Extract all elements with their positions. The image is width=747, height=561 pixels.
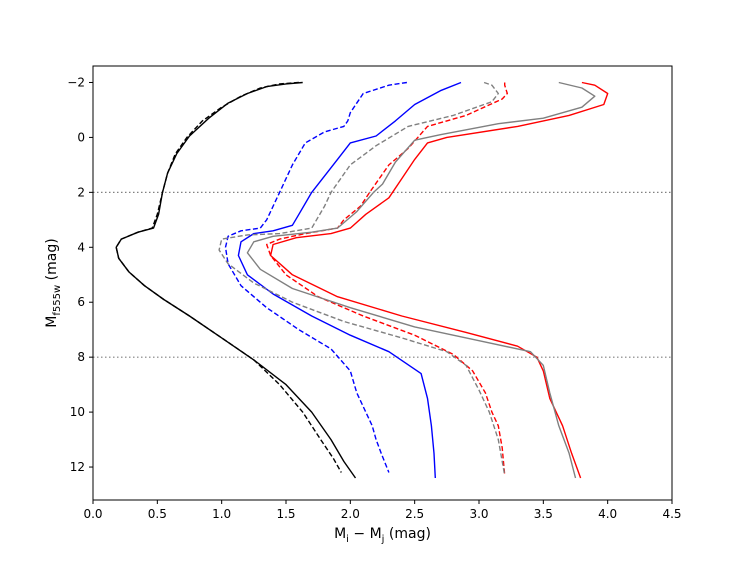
y-axis: −2 0 2 4 6 8 10 12 [67,75,93,474]
series-line-6 [246,81,596,479]
x-axis-label: Mi − Mj (mag) [334,526,431,545]
y-label-main: M [44,316,60,328]
series-line-7 [218,81,506,476]
y-tick-label: 0 [77,130,85,144]
y-tick-label: −2 [67,75,85,89]
x-label-mid: − M [349,526,382,542]
y-tick-label: 2 [77,185,85,199]
y-label-unit: (mag) [44,238,60,284]
series-line-4 [269,81,609,479]
x-label-sub2: j [381,534,385,545]
series-line-0 [115,81,357,479]
x-tick-label: 1.0 [212,507,231,521]
x-tick-label: 3.5 [534,507,553,521]
plot-area [93,81,672,479]
x-tick-label: 3.0 [469,507,488,521]
series-line-3 [224,81,408,473]
y-axis-label: Mf555w (mag) [44,238,63,327]
x-axis: 0.0 0.5 1.0 1.5 2.0 2.5 3.0 3.5 4.0 4.5 [83,500,682,521]
y-tick-label: 6 [77,295,85,309]
x-label-main: M [334,526,346,542]
x-label-unit: (mag) [384,526,430,542]
y-tick-label: 8 [77,350,85,364]
x-tick-label: 4.5 [662,507,681,521]
plot-frame [92,65,673,501]
y-label-sub: f555w [52,285,63,316]
y-tick-label: 4 [77,240,85,254]
x-tick-label: 2.0 [341,507,360,521]
y-tick-label: 12 [70,460,85,474]
x-label-sub1: i [346,534,349,545]
x-tick-label: 2.5 [405,507,424,521]
series-line-2 [237,81,462,479]
y-tick-label: 10 [70,405,85,419]
series-line-1 [115,81,342,473]
series-line-5 [266,82,508,476]
x-tick-label: 0.0 [83,507,102,521]
x-tick-label: 4.0 [598,507,617,521]
x-tick-label: 0.5 [148,507,167,521]
x-tick-label: 1.5 [276,507,295,521]
